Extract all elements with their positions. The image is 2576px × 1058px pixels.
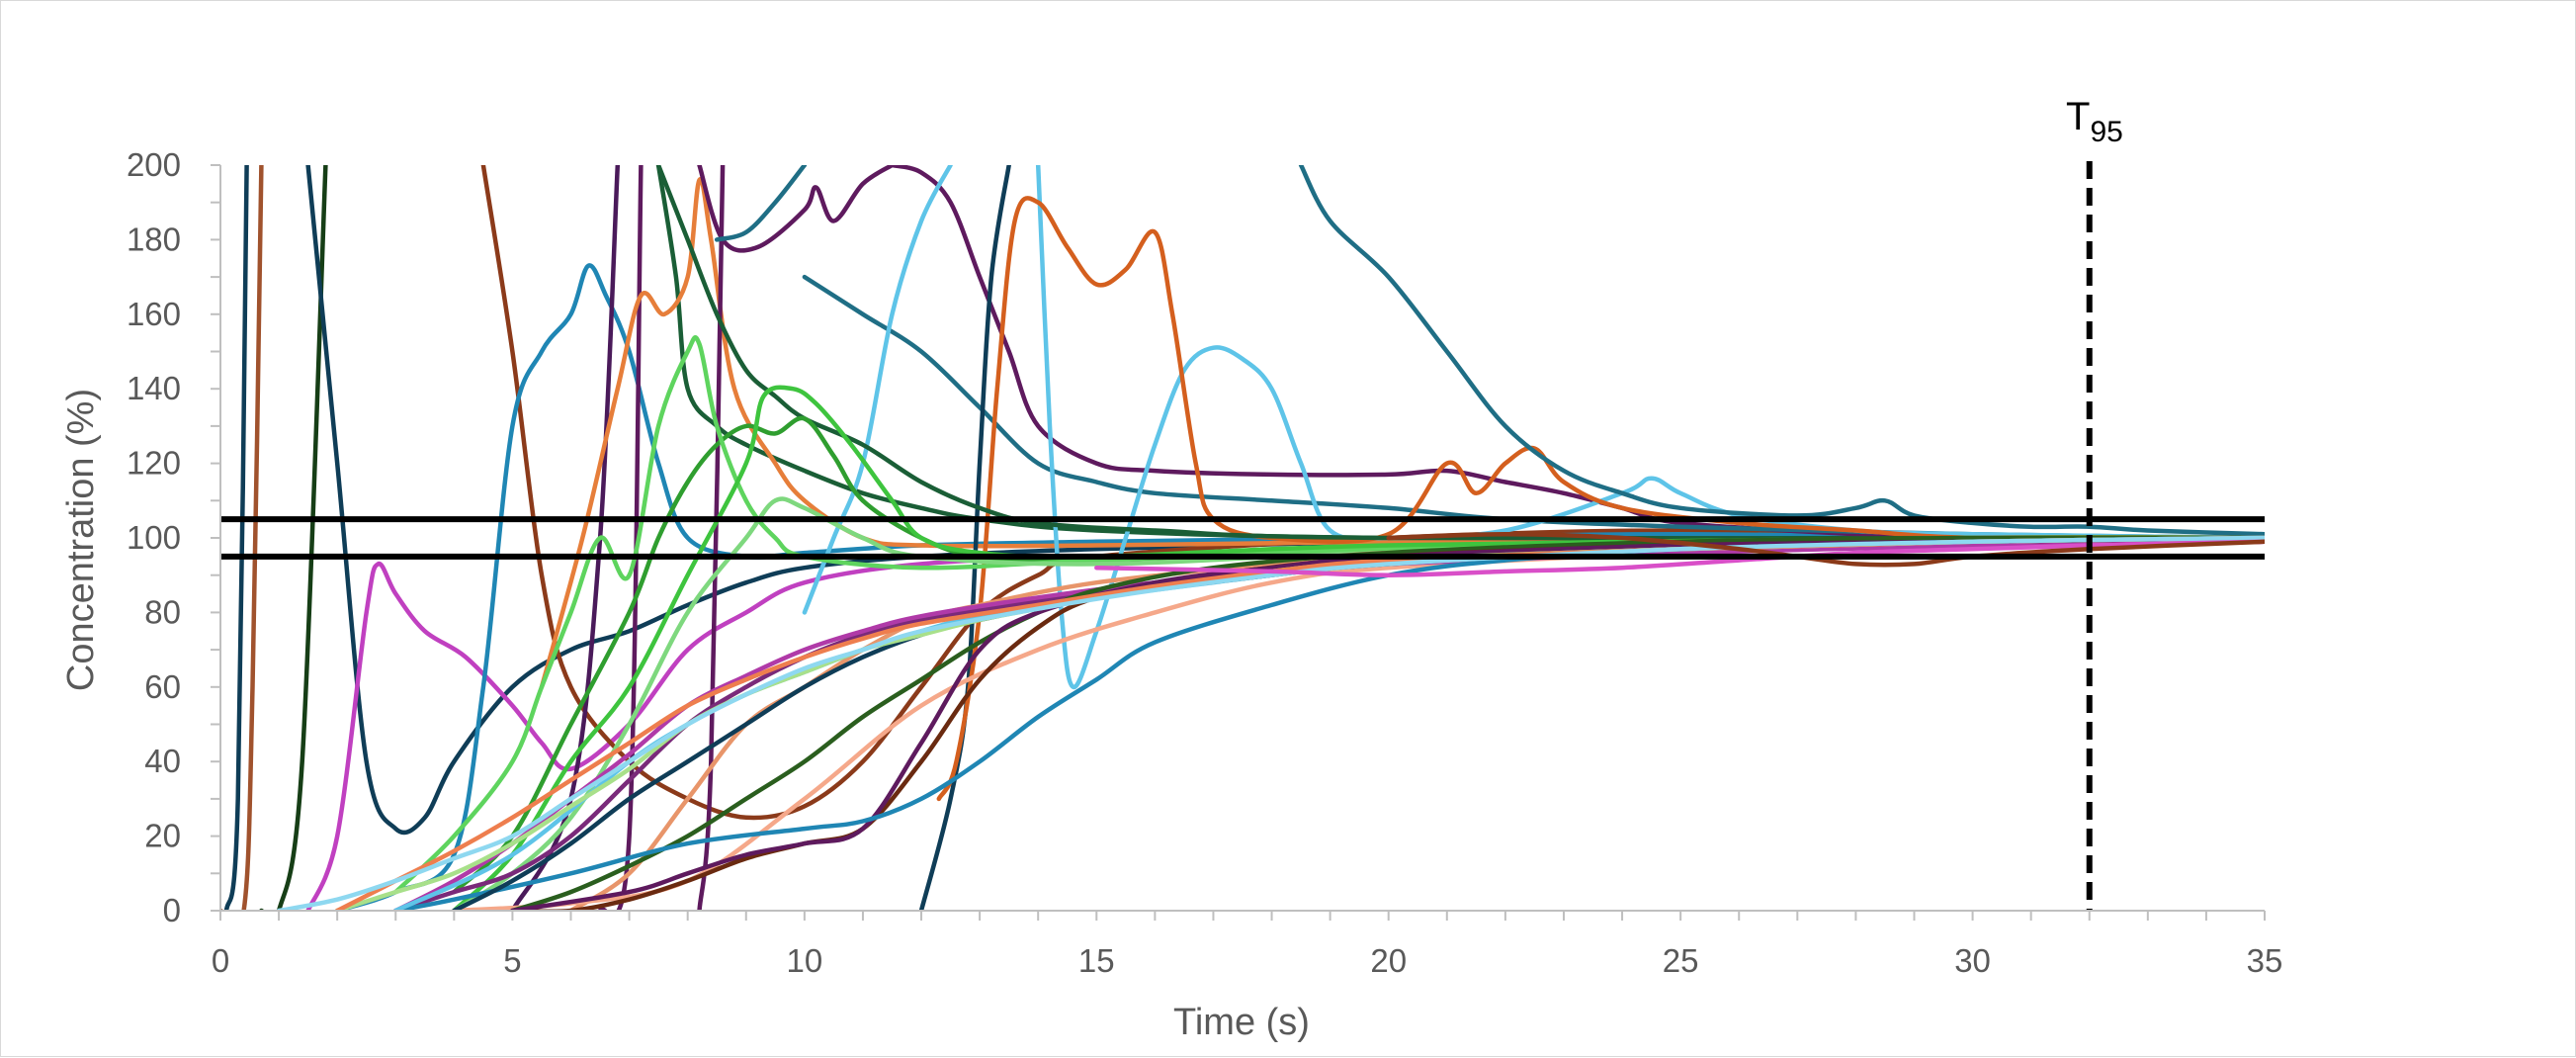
y-tick-label: 120 — [127, 445, 181, 482]
y-tick-label: 100 — [127, 519, 181, 556]
axes — [211, 164, 2266, 921]
series-line-25 — [452, 385, 2265, 911]
series-line-12 — [697, 165, 726, 911]
series-line-21 — [1298, 165, 2265, 537]
series-line-22 — [655, 165, 2265, 541]
series-line-11 — [539, 177, 2265, 690]
x-tick-label: 5 — [503, 942, 521, 979]
y-tick-label: 180 — [127, 220, 181, 257]
series-line-19 — [1035, 165, 2265, 690]
series-line-36 — [452, 535, 2265, 911]
series-line-6 — [480, 165, 2265, 821]
series-line-18 — [802, 165, 953, 615]
series-line-7 — [334, 263, 2265, 911]
series-line-41 — [1386, 531, 2265, 568]
y-tick-label: 40 — [144, 743, 181, 779]
series-line-3 — [259, 165, 328, 911]
series-layer — [220, 165, 2265, 911]
y-tick-label: 60 — [144, 668, 181, 705]
series-line-16 — [802, 274, 2265, 541]
series-line-24 — [393, 334, 2265, 895]
x-axis-title: Time (s) — [1173, 1002, 1310, 1043]
t95-label: T95 — [2066, 95, 2123, 148]
series-line-15 — [890, 165, 2265, 541]
x-tick-label: 20 — [1370, 942, 1407, 979]
y-tick-label: 20 — [144, 818, 181, 854]
y-tick-label: 80 — [144, 593, 181, 630]
y-tick-label: 160 — [127, 296, 181, 332]
series-line-28 — [452, 539, 2265, 911]
y-axis-title: Concentration (%) — [60, 389, 102, 691]
series-line-2 — [220, 165, 264, 911]
series-line-40 — [1094, 539, 2265, 577]
t95-label-subscript: 95 — [2090, 116, 2122, 148]
series-line-1 — [220, 165, 249, 911]
reference-lines — [220, 161, 2265, 911]
series-line-17 — [918, 165, 1011, 911]
tick-labels: 0 20 40 60 80 100 120 140 160 180 200 0 5 10 15 20 25 30 3… — [127, 146, 2282, 979]
series-line-14 — [714, 165, 808, 242]
x-tick-label: 30 — [1954, 942, 1991, 979]
series-line-27 — [568, 535, 2265, 911]
y-tick-label: 200 — [127, 146, 181, 183]
series-line-10 — [655, 165, 2265, 541]
x-tick-label: 0 — [212, 942, 229, 979]
x-tick-label: 15 — [1078, 942, 1115, 979]
series-line-23 — [452, 415, 2265, 895]
y-tick-label: 140 — [127, 370, 181, 406]
series-line-39 — [276, 535, 2265, 911]
x-tick-label: 25 — [1663, 942, 1699, 979]
x-tick-label: 35 — [2247, 942, 2283, 979]
t95-label-main: T — [2066, 95, 2090, 138]
y-tick-label: 0 — [163, 892, 181, 928]
x-tick-label: 10 — [786, 942, 822, 979]
